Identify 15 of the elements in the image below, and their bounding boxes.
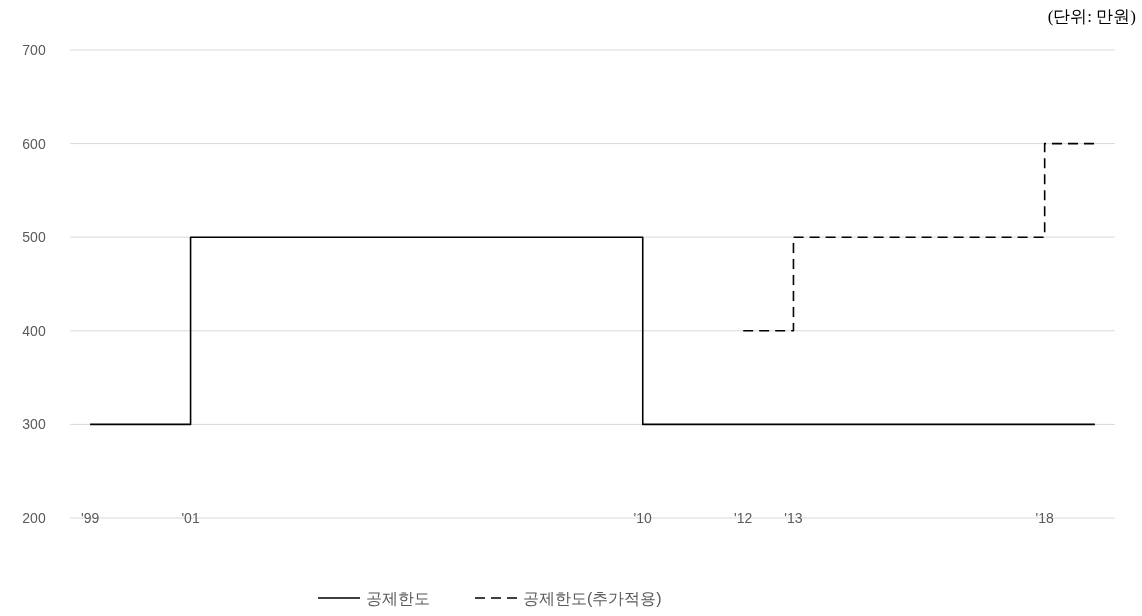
y-tick-label: 300 bbox=[22, 416, 46, 433]
y-tick-label: 400 bbox=[22, 322, 46, 339]
y-tick-label: 700 bbox=[22, 42, 46, 58]
x-tick-label: '99 bbox=[80, 510, 100, 526]
text: (단위: 만원) bbox=[1047, 7, 1136, 26]
legend-label: 공제한도 bbox=[366, 590, 430, 607]
x-tick-label: '01 bbox=[181, 510, 200, 526]
y-tick-label: 600 bbox=[22, 135, 46, 152]
x-tick-label: '18 bbox=[1035, 510, 1054, 526]
x-tick-label: '12 bbox=[734, 510, 753, 526]
legend-label: 공제한도(추가적용) bbox=[523, 590, 662, 607]
x-tick-label: '10 bbox=[633, 510, 653, 526]
y-tick-label: 200 bbox=[22, 510, 46, 526]
y-tick-label: 500 bbox=[22, 229, 46, 246]
x-tick-label: '13 bbox=[784, 510, 803, 526]
